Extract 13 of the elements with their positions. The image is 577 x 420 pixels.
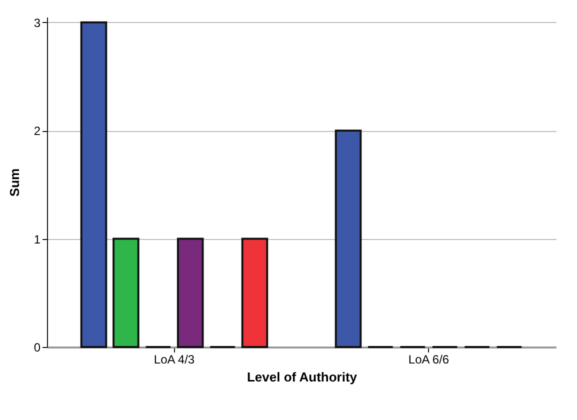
- bar: [334, 130, 362, 348]
- x-tick-label: LoA 4/3: [154, 352, 195, 366]
- x-tick-label: LoA 6/6: [408, 352, 450, 366]
- bar: [112, 238, 140, 348]
- y-tick-label: 3: [34, 16, 41, 30]
- x-axis-title: Level of Authority: [246, 370, 358, 384]
- y-tick-label: 0: [34, 340, 41, 354]
- bar: [80, 21, 108, 348]
- bar: [176, 238, 204, 348]
- y-axis-title: Sum: [6, 168, 22, 197]
- y-tick-label: 2: [34, 124, 41, 138]
- y-tick-label: 1: [34, 232, 41, 246]
- bar: [241, 238, 268, 348]
